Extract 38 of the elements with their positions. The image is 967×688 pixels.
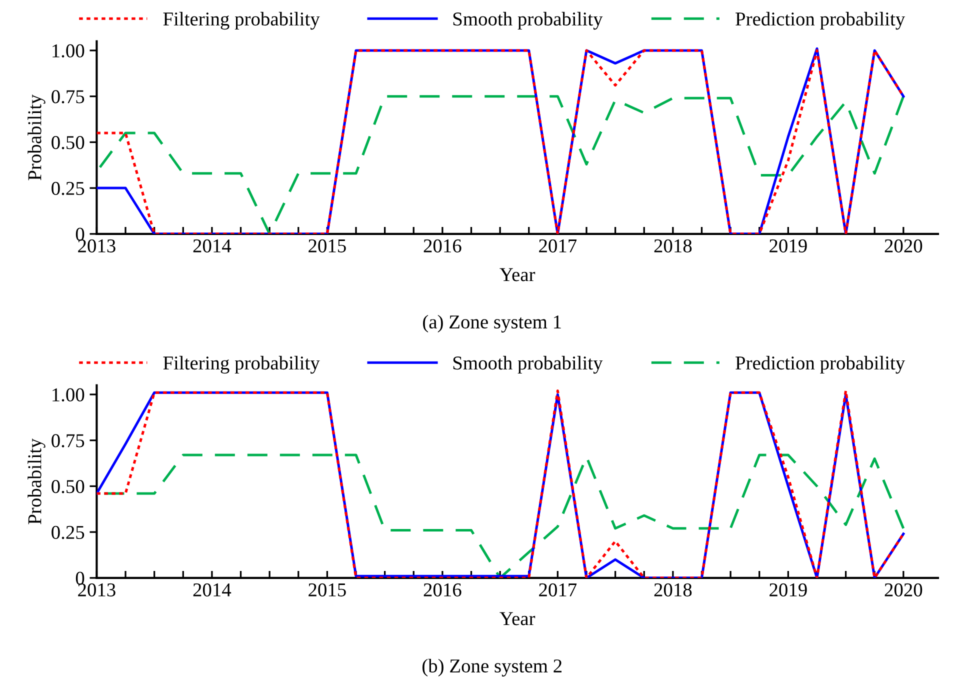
x-tick-label: 2016 <box>424 583 462 596</box>
y-tick-label: 0 <box>76 572 84 585</box>
legend-label: Prediction probability <box>736 356 906 374</box>
legend-label: Smooth probability <box>453 12 603 30</box>
text: (b) Zone system 2 <box>422 658 562 677</box>
x-tick-label: 2020 <box>884 583 922 596</box>
y-tick-label: 0.25 <box>52 182 84 196</box>
y-tick-label: 0.50 <box>52 136 84 150</box>
x-tick-label: 2018 <box>654 239 692 252</box>
x-tick-label: 2017 <box>539 239 577 252</box>
x-tick-label: 2019 <box>770 583 807 596</box>
legend-label: Smooth probability <box>453 356 603 374</box>
y-tick-label: 0.25 <box>52 526 84 540</box>
x-tick-label: 2013 <box>78 239 116 252</box>
x-tick-label: 2015 <box>308 239 346 252</box>
y-tick-label: 0 <box>76 228 84 241</box>
legend-label: Filtering probability <box>163 356 320 374</box>
y-tick-label: 1.00 <box>52 44 84 58</box>
x-tick-label: 2016 <box>424 239 462 252</box>
x-tick-label: 2013 <box>78 583 116 596</box>
y-tick-label: 0.75 <box>52 434 84 448</box>
x-tick-label: 2014 <box>193 239 232 252</box>
y-tick-label: 0.50 <box>52 480 84 494</box>
y-tick-label: 1.00 <box>52 388 84 402</box>
x-tick-label: 2017 <box>539 583 577 596</box>
x-tick-label: 2014 <box>193 583 232 596</box>
text: (a) Zone system 1 <box>423 314 561 333</box>
x-tick-label: 2018 <box>654 583 692 596</box>
y-axis-title: Probability <box>28 438 46 524</box>
y-axis-title: Probability <box>28 94 46 180</box>
x-tick-label: 2015 <box>308 583 346 596</box>
x-axis-title: Year <box>500 268 536 282</box>
y-tick-label: 0.75 <box>52 90 84 104</box>
legend-label: Prediction probability <box>736 12 906 30</box>
legend-label: Filtering probability <box>163 12 320 30</box>
x-tick-label: 2019 <box>770 239 807 252</box>
x-axis-title: Year <box>500 612 536 626</box>
x-tick-label: 2020 <box>884 239 922 252</box>
